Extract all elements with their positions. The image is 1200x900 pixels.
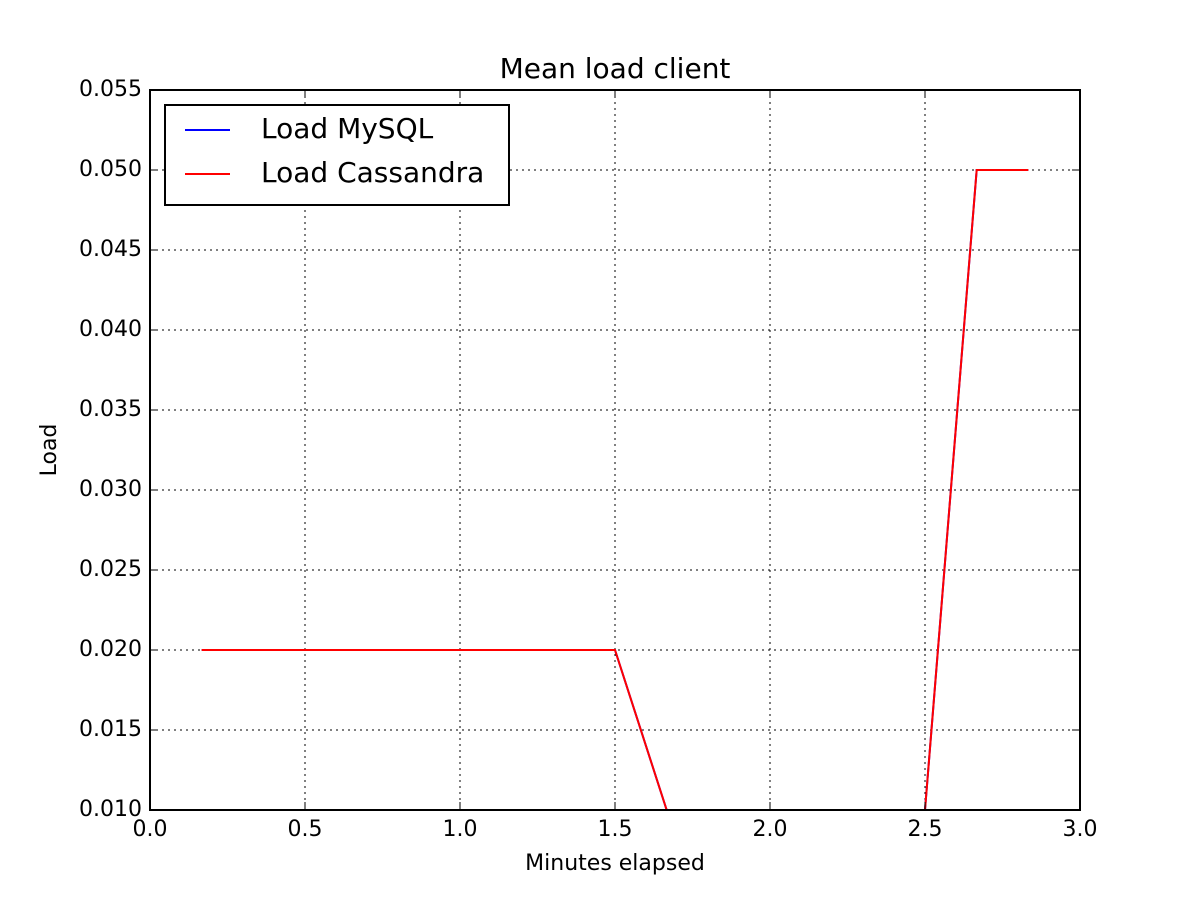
y-tick-label: 0.035 [79, 397, 142, 422]
x-tick-label: 3.0 [1063, 817, 1098, 842]
y-tick-label: 0.030 [79, 477, 142, 502]
x-tick-label: 2.5 [908, 817, 943, 842]
ticks: 0.0 0.5 1.0 1.5 2.0 2.5 3.0 0.010 0.015 0.020 0.02… [79, 77, 1097, 842]
x-tick-label: 0.5 [288, 817, 323, 842]
x-tick-label: 2.0 [753, 817, 788, 842]
y-tick-label: 0.020 [79, 637, 142, 662]
x-axis-label: Minutes elapsed [525, 851, 705, 876]
legend: Load MySQL Load Cassandra [164, 104, 510, 206]
legend-label: Load MySQL [261, 112, 434, 145]
y-tick-label: 0.010 [79, 797, 142, 822]
y-tick-label: 0.050 [79, 157, 142, 182]
y-tick-label: 0.055 [79, 77, 142, 102]
legend-box [164, 104, 510, 206]
legend-label: Load Cassandra [261, 156, 484, 189]
x-tick-label: 1.5 [598, 817, 633, 842]
series-line [201, 169, 1029, 810]
x-tick-label: 0.0 [133, 817, 168, 842]
y-tick-label: 0.045 [79, 237, 142, 262]
y-tick-label: 0.015 [79, 717, 142, 742]
plot-lines [201, 169, 1029, 810]
y-tick-label: 0.040 [79, 317, 142, 342]
chart-title: Mean load client [500, 52, 731, 85]
y-tick-label: 0.025 [79, 557, 142, 582]
x-tick-label: 1.0 [443, 817, 478, 842]
y-axis-label: Load [37, 424, 62, 477]
